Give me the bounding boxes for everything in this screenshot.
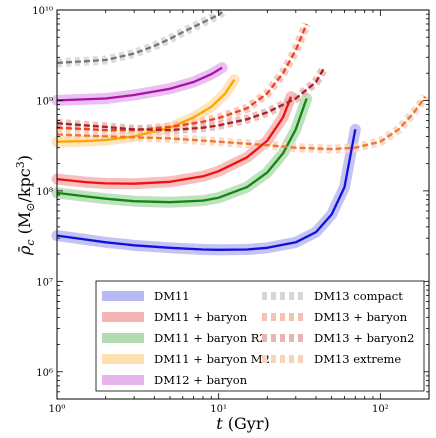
legend-box: [95, 280, 425, 392]
legend-label: DM11 + baryon M2: [154, 352, 270, 366]
legend-item-dm11-plus-baryon-m2: DM11 + baryon M2: [102, 352, 270, 366]
y-tick-label: 10⁸: [36, 187, 53, 198]
legend-item-dm13-extreme: DM13 extreme: [262, 352, 401, 366]
x-axis-label: t (Gyr): [216, 414, 269, 433]
x-tick-label: 10⁰: [49, 404, 66, 415]
y-tick-label: 10¹⁰: [32, 6, 53, 17]
legend-label: DM11 + baryon R2: [154, 331, 267, 345]
line-dm13-extreme: [56, 96, 427, 151]
y-tick-label: 10⁶: [36, 368, 53, 379]
legend-swatch: [102, 375, 144, 385]
model-curves: [56, 11, 427, 251]
x-tick-label: 10²: [372, 404, 389, 415]
legend-item-dm11-plus-baryon: DM11 + baryon: [102, 310, 248, 324]
line-dm13-plus-baryon2: [56, 67, 326, 132]
band-dm13-plus-baryon: [56, 22, 311, 135]
tick-labels: 10⁰ 10¹ 10² 10⁶ 10⁷ 10⁸ 10⁹ 10¹⁰: [32, 6, 388, 415]
y-tick-label: 10⁷: [36, 277, 53, 288]
legend-swatch: [102, 333, 144, 343]
legend-item-dm13-plus-baryon2: DM13 + baryon2: [262, 331, 414, 345]
legend-item-dm11: DM11: [102, 289, 190, 303]
line-dm13-compact: [56, 11, 223, 65]
band-dm13-compact: [56, 8, 226, 68]
legend-item-dm12-plus-baryon: DM12 + baryon: [102, 373, 248, 387]
legend-label: DM13 compact: [314, 289, 403, 303]
x-tick-label: 10¹: [210, 404, 227, 415]
legend-label: DM13 + baryon: [314, 310, 408, 324]
legend-swatch: [102, 291, 144, 301]
legend-item-dm11-plus-baryon-r2: DM11 + baryon R2: [102, 331, 267, 345]
legend-swatch: [102, 354, 144, 364]
legend-swatch: [102, 312, 144, 322]
legend-label: DM11 + baryon: [154, 310, 248, 324]
legend: DM11 DM11 + baryon DM11 + baryon R2 DM11 + …: [95, 280, 425, 392]
line-dm11-plus-baryon-r2: [56, 98, 308, 204]
legend-item-dm13-compact: DM13 compact: [262, 289, 403, 303]
y-axis-label: ρ̄c (M⊙/kpc3): [14, 155, 37, 256]
axis-ticks: [56, 9, 430, 400]
legend-item-dm13-plus-baryon: DM13 + baryon: [262, 310, 408, 324]
legend-label: DM11: [154, 289, 190, 303]
line-dm11-plus-baryon: [56, 96, 293, 185]
legend-label: DM13 + baryon2: [314, 331, 414, 345]
band-dm12-plus-baryon: [51, 62, 228, 106]
legend-label: DM13 extreme: [314, 352, 401, 366]
line-dm12-plus-baryon: [56, 66, 223, 102]
line-dm13-plus-baryon: [56, 23, 308, 132]
legend-label: DM12 + baryon: [154, 373, 248, 387]
line-dm11: [56, 129, 357, 251]
y-tick-label: 10⁹: [36, 96, 53, 107]
